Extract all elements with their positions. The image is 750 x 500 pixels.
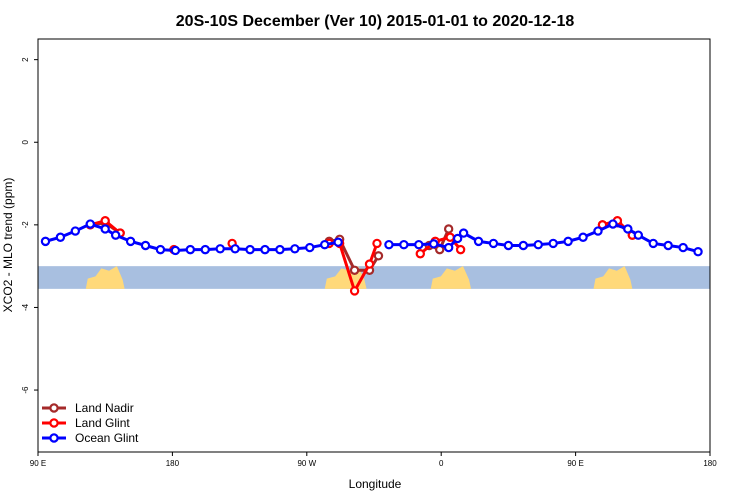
- legend-swatch-marker: [49, 433, 59, 443]
- data-point: [70, 226, 81, 236]
- data-point: [245, 244, 255, 255]
- data-point: [452, 233, 463, 244]
- legend-label: Land Glint: [75, 416, 130, 430]
- legend-item: Ocean Glint: [42, 431, 139, 445]
- data-point: [488, 238, 499, 249]
- y-tick-label: -4: [21, 303, 30, 311]
- legend-swatch-marker: [49, 418, 59, 428]
- data-point: [693, 246, 703, 257]
- x-axis: 90 E 180 90 W 0 90 E 180: [30, 452, 717, 468]
- land-mass: [85, 266, 125, 289]
- data-point: [533, 239, 543, 250]
- data-point: [260, 244, 270, 255]
- data-point: [200, 244, 210, 255]
- data-point: [518, 240, 529, 251]
- data-point: [185, 244, 196, 255]
- land-mass: [430, 266, 472, 289]
- y-axis: 2 0 -2 -4 -6: [21, 57, 38, 394]
- data-point: [290, 244, 300, 254]
- x-tick-label: 90 W: [297, 459, 316, 468]
- data-point: [320, 239, 330, 250]
- plot-frame: [37, 38, 711, 453]
- y-tick-label: -2: [21, 221, 30, 229]
- series-layer: [40, 216, 703, 296]
- data-point: [623, 224, 633, 234]
- chart-title: 20S-10S December (Ver 10) 2015-01-01 to …: [176, 13, 575, 30]
- data-point: [578, 232, 588, 242]
- legend-label: Land Nadir: [75, 401, 134, 415]
- data-point: [384, 239, 394, 250]
- data-point: [663, 240, 673, 251]
- data-point: [170, 245, 181, 256]
- y-axis-label: XCO2 - MLO trend (ppm): [1, 178, 15, 313]
- data-point: [110, 230, 121, 240]
- map-strip: [38, 266, 710, 289]
- data-point: [458, 228, 469, 238]
- data-point: [593, 226, 603, 236]
- data-point: [125, 236, 136, 247]
- data-point: [275, 244, 285, 255]
- data-point: [443, 224, 454, 234]
- land-mass: [593, 266, 633, 289]
- data-point: [305, 242, 315, 253]
- data-point: [608, 219, 618, 229]
- data-point: [55, 232, 66, 242]
- x-axis-label: Longitude: [349, 477, 402, 491]
- data-point: [633, 230, 644, 240]
- data-point: [415, 249, 425, 259]
- legend-label: Ocean Glint: [75, 431, 139, 445]
- data-point: [85, 219, 95, 229]
- series-line: [419, 235, 462, 255]
- y-tick-label: 0: [21, 139, 30, 144]
- data-point: [373, 251, 384, 261]
- data-point: [445, 232, 455, 242]
- data-point: [40, 236, 51, 247]
- data-point: [678, 242, 688, 253]
- y-tick-label: 2: [21, 57, 30, 62]
- x-tick-label: 90 E: [30, 459, 46, 468]
- x-tick-label: 0: [439, 459, 444, 468]
- data-point: [648, 238, 658, 249]
- legend-item: Land Nadir: [42, 401, 134, 415]
- data-point: [230, 244, 240, 254]
- series-ocean-glint: [40, 219, 703, 257]
- data-point: [100, 224, 110, 234]
- data-point: [364, 259, 375, 269]
- legend-swatch-marker: [49, 403, 59, 413]
- data-point: [140, 240, 151, 251]
- y-tick-label: -6: [21, 386, 30, 394]
- data-point: [548, 238, 558, 249]
- x-tick-label: 90 E: [567, 459, 583, 468]
- x-tick-label: 180: [703, 459, 717, 468]
- data-point: [429, 239, 439, 249]
- legend-item: Land Glint: [42, 416, 130, 430]
- data-point: [563, 236, 573, 247]
- data-point: [455, 244, 466, 255]
- data-point: [399, 239, 409, 250]
- data-point: [503, 240, 514, 251]
- data-point: [333, 237, 343, 247]
- data-point: [443, 242, 454, 253]
- data-point: [349, 265, 360, 275]
- ocean-band: [38, 266, 710, 289]
- data-point: [349, 286, 360, 296]
- data-point: [473, 236, 484, 247]
- data-point: [414, 239, 424, 250]
- data-point: [100, 216, 110, 226]
- data-point: [155, 244, 166, 255]
- x-tick-label: 180: [166, 459, 180, 468]
- data-point: [215, 244, 225, 254]
- data-point: [372, 238, 382, 249]
